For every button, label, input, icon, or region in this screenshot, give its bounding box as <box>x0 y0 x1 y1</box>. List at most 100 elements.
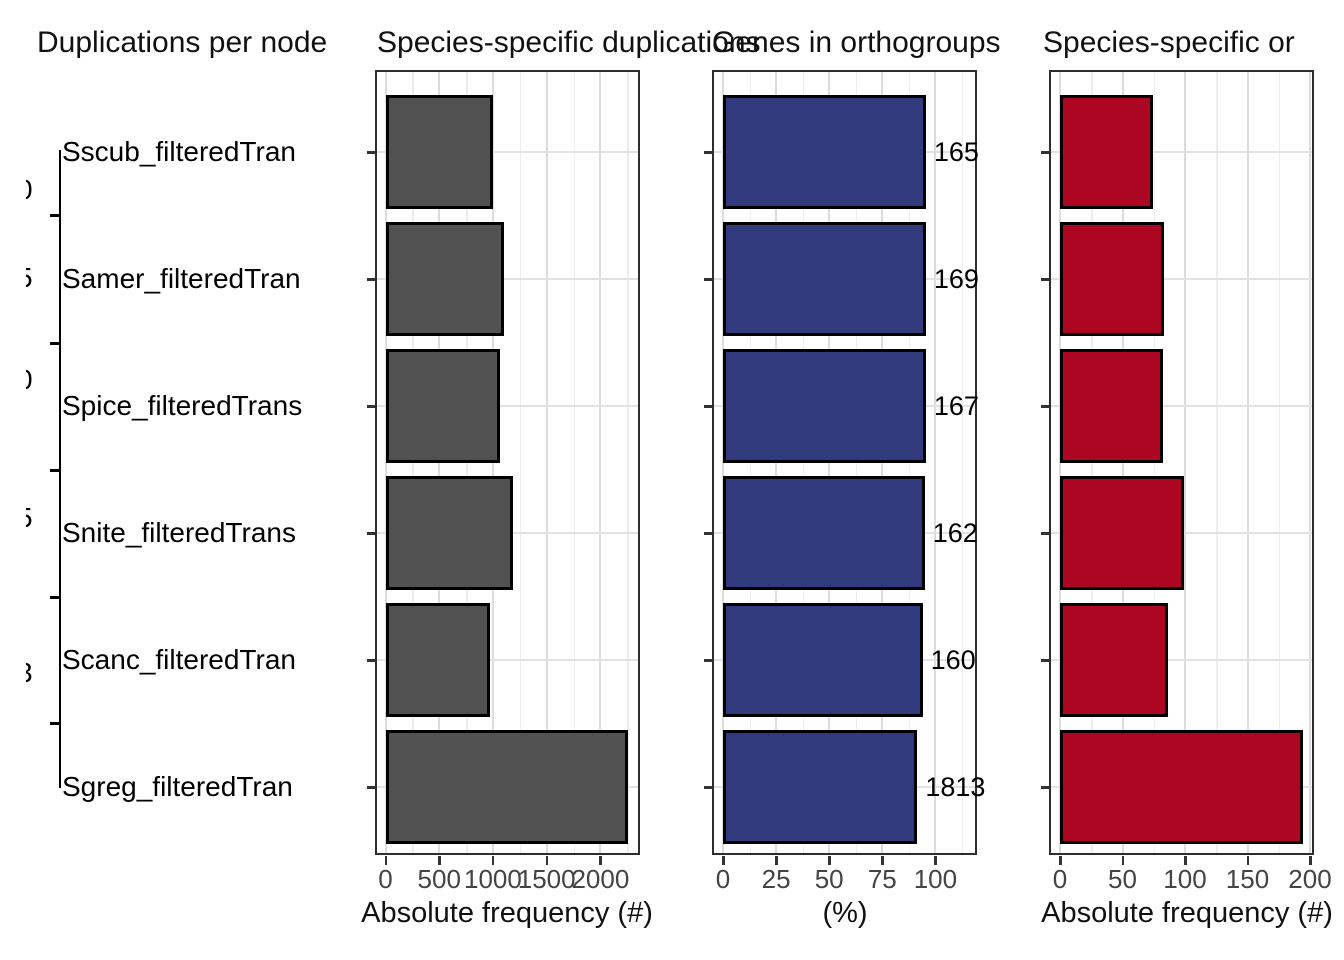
tree-node-count-text: 3 <box>26 655 46 691</box>
tree-branch-junction <box>50 596 59 599</box>
x-axis-tick-label: 500 <box>417 864 461 894</box>
bar <box>385 476 514 590</box>
x-axis-tick <box>438 856 441 865</box>
x-axis-tick <box>881 856 884 865</box>
tree-branch-junction <box>50 469 59 472</box>
gridline-minor <box>519 72 522 853</box>
y-axis-tick <box>1041 786 1049 789</box>
species-label: Samer_filteredTran <box>62 263 301 294</box>
tree-node-count-text: 0 <box>26 362 46 398</box>
gridline-row <box>377 278 638 280</box>
panel-title-genes-in-orthogroups: Genes in orthogroups <box>712 26 1001 59</box>
x-axis-tick-label: 1500 <box>517 864 576 894</box>
y-axis-tick <box>704 278 712 281</box>
x-axis-tick <box>1184 856 1187 865</box>
y-axis-tick <box>704 532 712 535</box>
tree-node-count-label: 5 <box>26 260 46 296</box>
gridline-major <box>1309 72 1311 853</box>
panel-species-specific-orthogroups <box>1049 70 1314 855</box>
gridline-major <box>599 72 602 853</box>
x-axis-tick-label: 0 <box>378 864 393 894</box>
bar <box>1060 95 1153 209</box>
x-axis-tick <box>384 856 387 865</box>
tree-branch-junction <box>50 214 59 217</box>
gridline-major <box>545 72 548 853</box>
y-axis-tick <box>704 786 712 789</box>
gridline-minor <box>627 72 629 853</box>
x-axis-tick-label: 150 <box>1225 864 1270 894</box>
y-axis-tick <box>704 151 712 154</box>
y-axis-tick <box>367 405 375 408</box>
x-axis-tick-label: 200 <box>1288 864 1332 894</box>
bar <box>385 730 629 844</box>
x-axis-title-absolute-frequency-1: Absolute frequency (#) <box>361 897 653 929</box>
y-axis-tick <box>1041 532 1049 535</box>
panel-title-species-specific-duplications: Species-specific duplications <box>377 26 761 59</box>
bar <box>723 476 925 590</box>
x-axis-tick <box>1121 856 1124 865</box>
x-axis-tick-label: 1000 <box>464 864 522 894</box>
y-axis-tick <box>1041 278 1049 281</box>
y-axis-tick <box>704 659 712 662</box>
tree-node-count-text: 0 <box>26 172 46 208</box>
x-axis-title-percent: (%) <box>822 897 868 929</box>
x-axis-tick-label: 100 <box>1163 864 1207 894</box>
tree-branch-junction <box>50 342 59 345</box>
x-axis-tick-label: 100 <box>913 864 958 894</box>
y-axis-tick <box>367 659 375 662</box>
x-axis-tick-label: 50 <box>1108 864 1137 894</box>
gridline-minor <box>1216 72 1218 853</box>
x-axis-tick <box>775 856 778 865</box>
y-axis-tick <box>367 786 375 789</box>
x-axis-tick-label: 2000 <box>571 864 630 894</box>
y-axis-tick <box>1041 151 1049 154</box>
species-label: Sscub_filteredTran <box>62 136 296 167</box>
gridline-major <box>934 72 937 853</box>
bar <box>723 730 918 844</box>
gridline-minor <box>573 72 576 853</box>
x-axis-tick <box>491 856 495 865</box>
x-axis-tick-label: 75 <box>867 864 897 894</box>
x-axis-tick <box>828 856 831 865</box>
x-axis-tick-label: 50 <box>814 864 844 894</box>
gridline-row <box>1051 151 1312 153</box>
species-label: Snite_filteredTrans <box>62 517 296 548</box>
gridline-row <box>1051 278 1312 280</box>
x-axis-tick <box>1059 856 1062 865</box>
tree-node-count-label: 5 <box>26 500 46 536</box>
y-axis-tick <box>1041 659 1049 662</box>
x-axis-tick <box>722 856 725 865</box>
x-axis-tick <box>1309 856 1312 865</box>
panel-title-duplications-per-node: Duplications per node <box>37 26 328 59</box>
panel-species-specific-duplications <box>375 70 640 855</box>
y-axis-tick <box>1041 405 1049 408</box>
y-axis-tick <box>367 151 375 154</box>
bar <box>385 95 493 209</box>
gridline-major <box>1184 72 1186 853</box>
bar <box>723 349 926 463</box>
bar <box>723 603 923 717</box>
x-axis-tick-label: 0 <box>1052 864 1068 894</box>
species-label: Sgreg_filteredTran <box>62 771 293 802</box>
species-label: Spice_filteredTrans <box>62 390 303 421</box>
bar <box>1060 222 1164 336</box>
species-label: Scanc_filteredTran <box>62 644 296 675</box>
x-axis-tick-label: 0 <box>715 864 731 894</box>
x-axis-title-absolute-frequency-2: Absolute frequency (#) <box>1041 897 1333 929</box>
tree-node-count-label: 0 <box>26 362 46 398</box>
bar <box>385 349 501 463</box>
bar <box>1060 476 1184 590</box>
bar <box>723 95 926 209</box>
bar <box>385 603 490 717</box>
x-axis-tick <box>1246 856 1249 865</box>
tree-node-count-label: 0 <box>26 172 46 208</box>
tree-node-count-text: 5 <box>26 260 46 296</box>
bar <box>1060 730 1303 844</box>
gridline-minor <box>961 72 964 853</box>
panel-genes-in-orthogroups <box>712 70 977 855</box>
gridline-row <box>377 405 638 407</box>
gridline-major <box>1246 72 1249 853</box>
bar <box>1060 349 1163 463</box>
gridline-row <box>377 659 638 661</box>
